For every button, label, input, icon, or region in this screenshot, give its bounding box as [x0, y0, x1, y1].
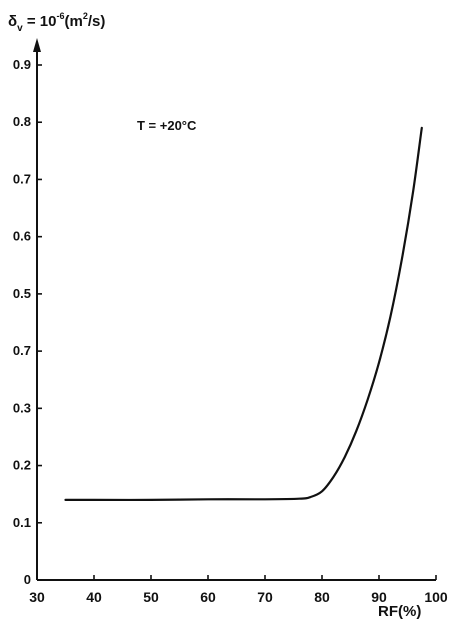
x-tick-label: 60: [200, 589, 216, 605]
y-tick-label: 0.9: [13, 57, 31, 72]
y-tick-label: 0.2: [13, 458, 31, 473]
y-tick-label: 0.5: [13, 286, 31, 301]
y-tick-label: 0.7: [13, 343, 31, 358]
x-tick-label: 50: [143, 589, 159, 605]
x-tick-label: 40: [86, 589, 102, 605]
y-axis-arrowhead: [33, 38, 41, 52]
axes: [33, 38, 436, 581]
x-axis-label: RF(%): [378, 603, 421, 620]
x-tick-label: 70: [257, 589, 273, 605]
series-line: [64, 126, 423, 502]
y-ticks: 0 0.1 0.2 0.3 0.7 0.5 0.6 0.7 0.8 0.9: [13, 57, 42, 587]
x-tick-label: 90: [371, 589, 387, 605]
x-tick-label: 80: [314, 589, 330, 605]
x-tick-label: 30: [29, 589, 45, 605]
y-tick-label: 0.7: [13, 171, 31, 186]
y-tick-label: 0.8: [13, 114, 31, 129]
y-tick-label: 0.3: [13, 400, 31, 415]
x-ticks: 30 40 50 60 70 80 90 100: [29, 575, 448, 605]
y-tick-label: 0: [24, 572, 31, 587]
x-tick-label: 100: [424, 589, 448, 605]
y-tick-label: 0.1: [13, 515, 31, 530]
y-axis-label: δv = 10-6(m2/s): [8, 11, 105, 34]
temperature-annotation: T = +20°C: [137, 118, 197, 133]
y-tick-label: 0.6: [13, 229, 31, 244]
